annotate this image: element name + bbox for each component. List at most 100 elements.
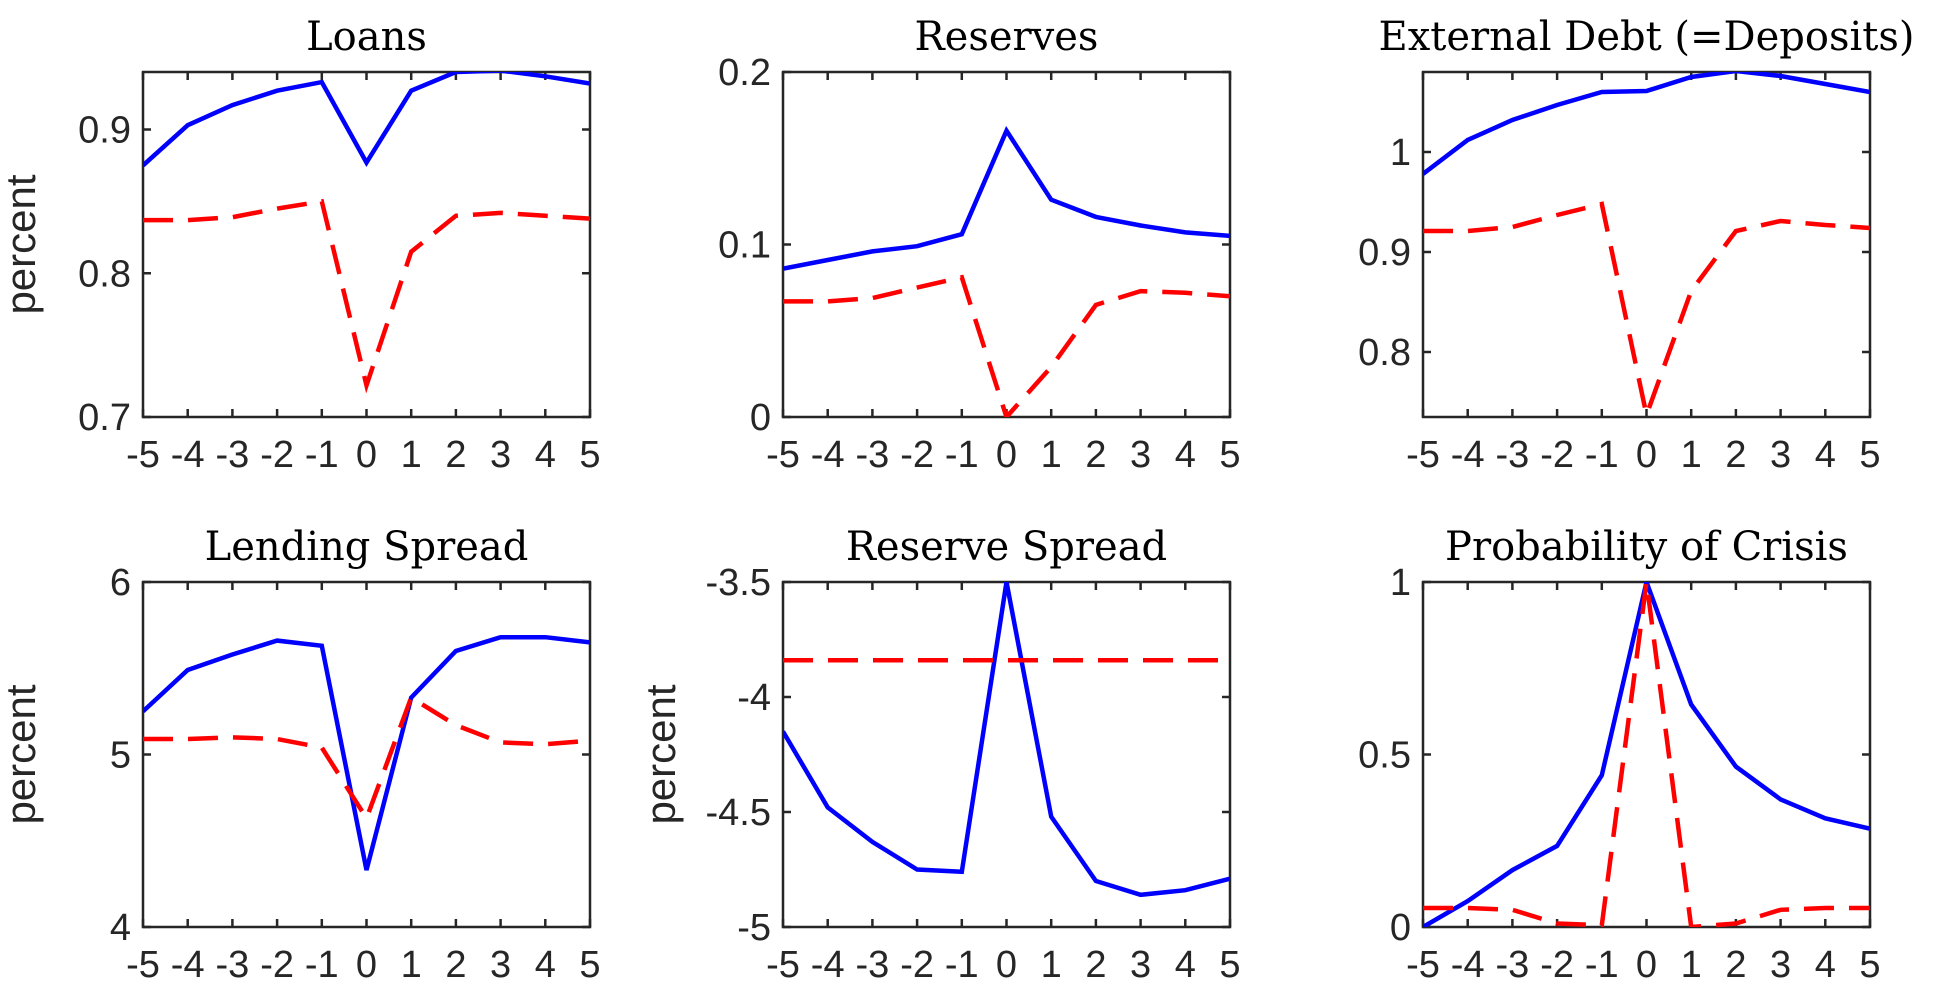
x-tick-label: 0 [1636, 944, 1657, 986]
y-tick-label: -3.5 [706, 562, 771, 604]
y-tick-label: 0.7 [78, 397, 131, 439]
x-tick-label: 0 [996, 944, 1017, 986]
x-tick-label: -1 [305, 434, 339, 476]
x-tick-label: 0 [356, 434, 377, 476]
chart-title: Reserve Spread [846, 524, 1167, 570]
x-tick-label: 0 [356, 944, 377, 986]
y-tick-label: 1 [1390, 132, 1411, 174]
y-tick-label: 0.8 [1358, 332, 1411, 374]
y-axis-label: percent [0, 174, 44, 314]
x-tick-label: 0 [1636, 434, 1657, 476]
chart-panel-5: -5 -4 -3 -2 -1 0 1 2 3 4 5 -5 -4.5 -4 -3.5 Reserve Spre… [637, 524, 1241, 986]
x-tick-label: 4 [1175, 944, 1196, 986]
x-tick-label: 1 [1041, 944, 1062, 986]
x-tick-label: -1 [945, 944, 979, 986]
x-tick-label: 5 [579, 434, 600, 476]
x-tick-label: -1 [1585, 434, 1619, 476]
series-line-dashed [783, 274, 1230, 417]
series-line-solid [783, 125, 1230, 271]
x-tick-label: -5 [766, 434, 800, 476]
series-line-dashed [143, 198, 590, 394]
x-tick-label: -4 [171, 944, 205, 986]
x-tick-label: -5 [1406, 434, 1440, 476]
chart-title: External Debt (=Deposits) [1379, 14, 1915, 60]
x-tick-label: -5 [766, 944, 800, 986]
y-tick-label: -5 [737, 907, 771, 949]
y-tick-label: -4.5 [706, 792, 771, 834]
x-tick-label: 3 [1130, 434, 1151, 476]
x-tick-label: -2 [260, 434, 294, 476]
y-tick-label: 5 [110, 735, 131, 777]
x-tick-label: 5 [579, 944, 600, 986]
x-tick-label: 5 [1859, 944, 1880, 986]
y-tick-label: 0 [1390, 907, 1411, 949]
x-tick-label: 3 [490, 434, 511, 476]
series-line-dashed [143, 694, 590, 824]
y-tick-label: 0.5 [1358, 735, 1411, 777]
x-tick-label: 2 [445, 434, 466, 476]
x-tick-label: 2 [1725, 434, 1746, 476]
y-tick-label: 0.2 [718, 52, 771, 94]
x-tick-label: -3 [856, 434, 890, 476]
y-axis-label: percent [0, 684, 44, 824]
y-tick-label: 1 [1390, 562, 1411, 604]
series-line-dashed [1423, 201, 1870, 417]
x-tick-label: -1 [945, 434, 979, 476]
x-tick-label: 1 [1681, 434, 1702, 476]
y-tick-label: 0.8 [78, 253, 131, 295]
x-tick-label: 5 [1219, 434, 1240, 476]
x-tick-label: -4 [1451, 944, 1485, 986]
plot-area [1421, 70, 1872, 419]
x-tick-label: -2 [1540, 944, 1574, 986]
x-tick-label: -1 [305, 944, 339, 986]
plot-area [141, 70, 592, 419]
x-tick-label: 5 [1859, 434, 1880, 476]
plot-area [781, 580, 1232, 929]
x-tick-label: -3 [216, 434, 250, 476]
series-line-solid [143, 634, 590, 871]
y-tick-label: -4 [737, 677, 771, 719]
x-tick-label: -4 [171, 434, 205, 476]
x-tick-label: -3 [216, 944, 250, 986]
series-line-solid [143, 72, 590, 168]
x-tick-label: 1 [401, 434, 422, 476]
x-tick-label: 4 [535, 944, 556, 986]
x-tick-label: 4 [535, 434, 556, 476]
plot-area [1421, 580, 1872, 929]
x-tick-label: 2 [1085, 434, 1106, 476]
x-tick-label: 3 [1770, 944, 1791, 986]
x-tick-label: 1 [1681, 944, 1702, 986]
y-tick-label: 0.9 [78, 110, 131, 152]
x-tick-label: -4 [811, 944, 845, 986]
x-tick-label: 3 [1770, 434, 1791, 476]
x-tick-label: 3 [490, 944, 511, 986]
x-tick-label: 0 [996, 434, 1017, 476]
chart-title: Lending Spread [205, 524, 529, 570]
x-tick-label: 4 [1815, 434, 1836, 476]
x-tick-label: -5 [126, 944, 160, 986]
y-tick-label: 6 [110, 562, 131, 604]
y-tick-label: 0 [750, 397, 771, 439]
x-tick-label: -2 [260, 944, 294, 986]
x-tick-label: 1 [401, 944, 422, 986]
x-tick-label: -3 [856, 944, 890, 986]
x-tick-label: -5 [126, 434, 160, 476]
x-tick-label: 2 [445, 944, 466, 986]
x-tick-label: 2 [1085, 944, 1106, 986]
x-tick-label: 2 [1725, 944, 1746, 986]
chart-title: Reserves [915, 14, 1099, 60]
chart-panel-1: -5 -4 -3 -2 -1 0 1 2 3 4 5 0.7 0.8 0.9 Loans percent [0, 14, 601, 476]
x-tick-label: -4 [811, 434, 845, 476]
x-tick-label: -2 [1540, 434, 1574, 476]
x-tick-label: -3 [1496, 434, 1530, 476]
x-tick-label: -1 [1585, 944, 1619, 986]
y-tick-label: 0.9 [1358, 232, 1411, 274]
x-tick-label: -5 [1406, 944, 1440, 986]
chart-title: Probability of Crisis [1445, 524, 1848, 570]
x-tick-label: -3 [1496, 944, 1530, 986]
x-tick-label: -2 [900, 944, 934, 986]
